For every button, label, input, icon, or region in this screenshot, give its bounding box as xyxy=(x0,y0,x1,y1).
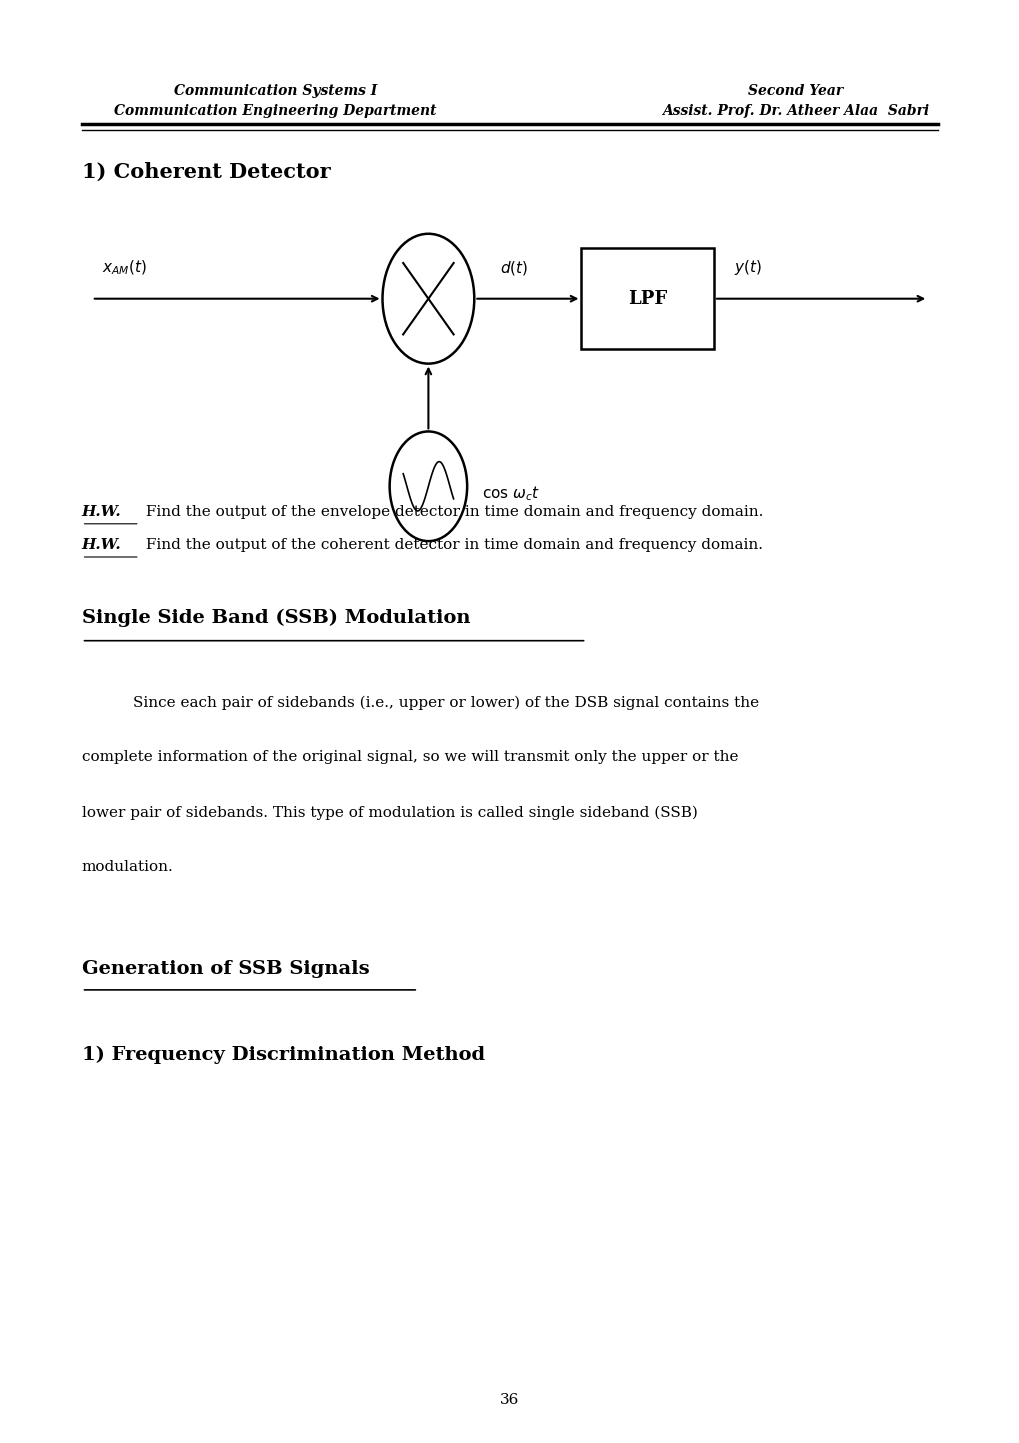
FancyBboxPatch shape xyxy=(581,248,713,349)
Text: Assist. Prof. Dr. Atheer Alaa  Sabri: Assist. Prof. Dr. Atheer Alaa Sabri xyxy=(661,104,928,118)
Text: Since each pair of sidebands (i.e., upper or lower) of the DSB signal contains t: Since each pair of sidebands (i.e., uppe… xyxy=(132,696,758,710)
Text: $d(t)$: $d(t)$ xyxy=(499,260,528,277)
Text: complete information of the original signal, so we will transmit only the upper : complete information of the original sig… xyxy=(82,750,738,765)
Text: Communication Systems I: Communication Systems I xyxy=(173,84,377,98)
Text: $x_{AM}(t)$: $x_{AM}(t)$ xyxy=(102,258,147,277)
Text: Find the output of the coherent detector in time domain and frequency domain.: Find the output of the coherent detector… xyxy=(141,538,762,553)
Text: Single Side Band (SSB) Modulation: Single Side Band (SSB) Modulation xyxy=(82,609,470,628)
Text: 36: 36 xyxy=(500,1392,519,1407)
Text: $\cos\,\omega_c t$: $\cos\,\omega_c t$ xyxy=(482,485,540,502)
Text: Find the output of the envelope detector in time domain and frequency domain.: Find the output of the envelope detector… xyxy=(141,505,762,519)
Text: LPF: LPF xyxy=(628,290,666,307)
Text: 1) Frequency Discrimination Method: 1) Frequency Discrimination Method xyxy=(82,1046,484,1065)
Text: lower pair of sidebands. This type of modulation is called single sideband (SSB): lower pair of sidebands. This type of mo… xyxy=(82,805,697,820)
Text: Second Year: Second Year xyxy=(747,84,843,98)
Text: modulation.: modulation. xyxy=(82,860,173,874)
Text: $y(t)$: $y(t)$ xyxy=(734,258,761,277)
Text: Generation of SSB Signals: Generation of SSB Signals xyxy=(82,960,369,977)
Text: 1) Coherent Detector: 1) Coherent Detector xyxy=(82,162,330,182)
Text: H.W.: H.W. xyxy=(82,505,121,519)
Text: H.W.: H.W. xyxy=(82,538,121,553)
Text: Communication Engineering Department: Communication Engineering Department xyxy=(114,104,436,118)
